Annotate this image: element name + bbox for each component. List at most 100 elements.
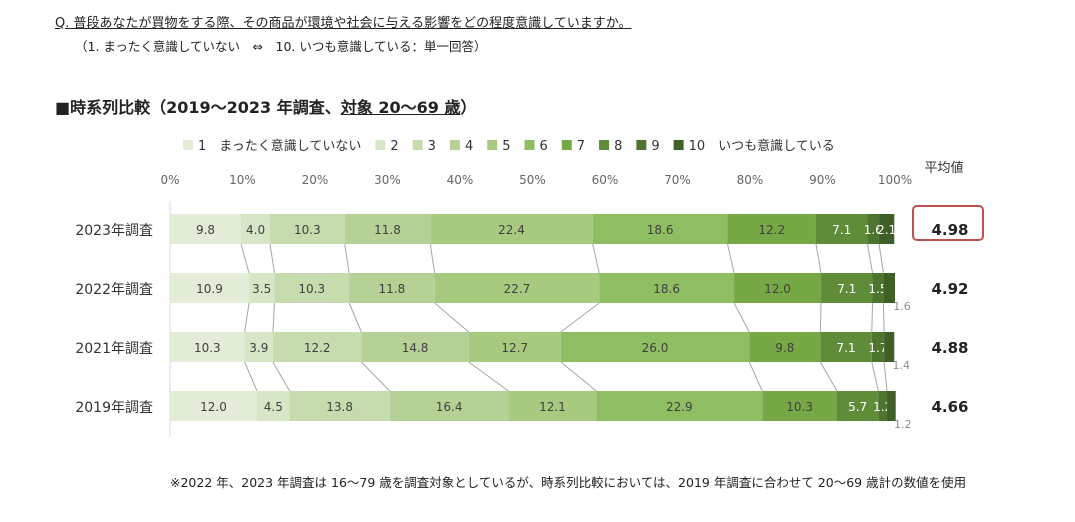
data-label: 22.7 [504,282,531,296]
average-value: 4.92 [931,280,968,298]
x-tick-label: 70% [664,173,691,187]
data-label: 12.0 [764,282,791,296]
x-tick-label: 10% [229,173,256,187]
bar-segment [170,273,250,303]
data-label: 12.0 [200,400,227,414]
bar-segment [170,391,257,421]
x-tick-label: 100% [878,173,912,187]
data-label: 13.8 [326,400,353,414]
x-tick-label: 40% [447,173,474,187]
data-label: 1.5 [868,282,887,296]
series-connector-line [244,302,250,333]
series-connector-line [468,361,509,392]
data-label: 4.5 [264,400,283,414]
data-label: 26.0 [642,341,669,355]
highlighted-average-box [912,205,984,241]
legend-swatch [673,140,684,150]
data-label: 2.1 [877,223,896,237]
section-title-target: 対象 20〜69 歳 [340,98,461,117]
bar-segment [887,391,896,421]
data-label: 14.8 [402,341,429,355]
series-connector-line [348,302,362,333]
series-connector-line [272,302,275,333]
legend-swatch [561,140,572,150]
average-value: 4.66 [931,398,968,416]
series-connector-line [560,302,600,333]
legend-label: 10 いつも意識している [689,138,835,154]
series-connector-line [269,243,275,274]
bar-segment [596,391,763,421]
series-connector-line [361,361,391,392]
legend-swatch [375,140,386,150]
data-label: 12.2 [758,223,785,237]
bar-segment [274,273,350,303]
series-connector-line [272,361,291,392]
legend-label: 1 まったく意識していない [198,138,361,154]
legend-label: 3 [428,139,436,154]
category-label: 2019年調査 [75,400,153,416]
data-label: 22.9 [666,400,693,414]
series-connector-line [871,302,874,333]
bar-segment [727,214,816,244]
data-label: 7.1 [837,282,856,296]
series-connector-line [560,361,597,392]
bar-segment [272,332,362,362]
data-label: 10.9 [196,282,223,296]
bar-segment [389,391,509,421]
data-label: 18.6 [647,223,674,237]
data-label: 3.9 [249,341,268,355]
series-connector-line [882,302,885,333]
question-text: Q. 普段あなたが買物をする際、その商品が環境や社会に与える影響をどの程度意識し… [55,16,632,31]
bar-segment [837,391,879,421]
bar-segment [349,273,435,303]
legend-label: 7 [577,139,585,154]
x-tick-label: 50% [519,173,546,187]
legend-label: 5 [502,139,510,154]
data-label: 1.6 [864,223,883,237]
bar-segment [762,391,837,421]
data-label: 9.8 [775,341,794,355]
bar-segment [468,332,561,362]
data-label: 22.4 [498,223,525,237]
data-label: 4.0 [246,223,265,237]
category-label: 2022年調査 [75,282,153,298]
data-label: 10.3 [786,400,813,414]
bar-segment [871,332,885,362]
series-connector-line [244,361,258,392]
bar-segment [878,391,888,421]
series-connector-line [592,243,600,274]
section-title-prefix: ■時系列比較（2019〜2023 年調査、 [55,98,341,117]
series-connector-line [883,361,888,392]
series-connector-line [748,361,763,392]
data-label: 5.7 [848,400,867,414]
bar-segment [884,332,895,362]
legend-swatch [412,140,423,150]
data-label: 7.1 [832,223,851,237]
x-tick-label: 20% [302,173,329,187]
data-label: 12.2 [304,341,331,355]
data-label: 16.4 [436,400,463,414]
x-tick-label: 0% [160,173,179,187]
bar-segment [599,273,735,303]
data-label: 1.4 [893,359,911,372]
bar-segment [257,391,290,421]
x-tick-label: 60% [592,173,619,187]
bar-segment [241,214,271,244]
bar-segment [508,391,597,421]
average-header: 平均値 [924,160,963,176]
legend-swatch [183,140,193,150]
series-connector-line [434,302,470,333]
category-label: 2021年調査 [75,341,153,357]
bar-segment [430,214,593,244]
bar-segment [820,332,872,362]
data-label: 12.1 [539,400,566,414]
bar-segment [289,391,390,421]
footnote: ※2022 年、2023 年調査は 16〜79 歳を調査対象としているが、時系列… [170,475,967,490]
data-label: 1.6 [893,300,911,313]
bar-segment [872,273,884,303]
bar-segment [734,273,822,303]
data-label: 11.8 [378,282,405,296]
data-label: 7.1 [837,341,856,355]
x-tick-label: 90% [809,173,836,187]
